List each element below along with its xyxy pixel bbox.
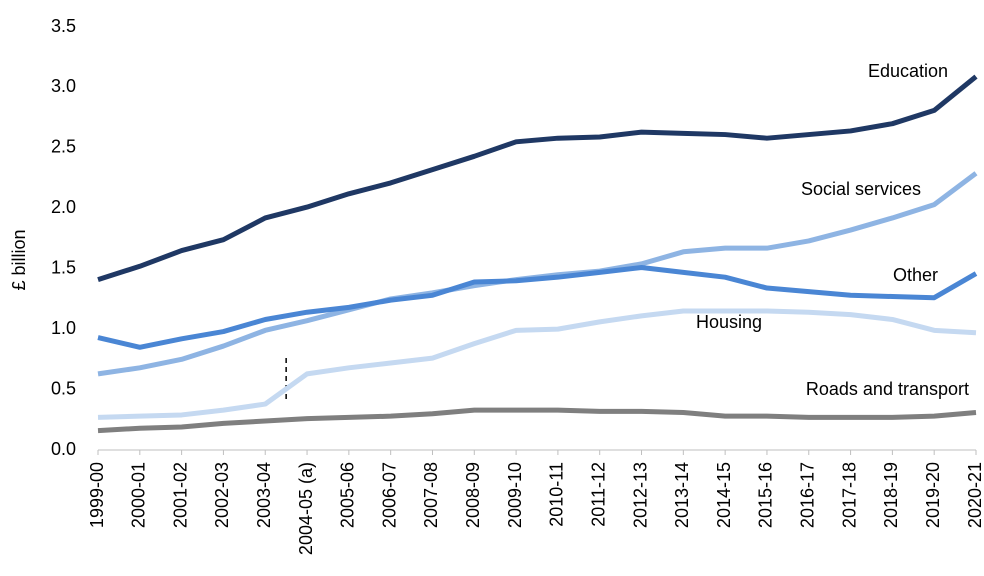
x-tick-label: 1999-00 [87,462,107,528]
x-tick-label: 2014-15 [714,462,734,528]
y-tick-label: 1.5 [51,257,76,277]
line-series [97,407,977,434]
line-series [97,74,978,282]
x-tick-label: 2018-19 [881,462,901,528]
x-tick-label: 2019-20 [923,462,943,528]
x-tick-label: 2006-07 [379,462,399,528]
x-tick-label: 2005-06 [338,462,358,528]
x-tick-label: 2004-05 (a) [296,462,316,555]
x-tick-label: 2007-08 [421,462,441,528]
x-tick-label: 2017-18 [839,462,859,528]
series-label: Social services [801,179,921,199]
x-tick-label: 2015-16 [756,462,776,528]
x-tick-label: 2016-17 [798,462,818,528]
y-tick-label: 2.5 [51,137,76,157]
x-tick-label: 2012-13 [630,462,650,528]
line-series [97,265,978,350]
series-label: Roads and transport [806,379,969,399]
x-tick-label: 2009-10 [505,462,525,528]
x-tick-label: 2003-04 [254,462,274,528]
y-tick-label: 0.5 [51,378,76,398]
x-tick-label: 2010-11 [547,462,567,527]
y-tick-label: 0.0 [51,439,76,459]
x-tick-label: 2000-01 [129,462,149,528]
x-tick-label: 2013-14 [672,462,692,528]
line-series [97,308,977,420]
line-series [97,171,978,377]
series-label: Education [868,61,948,81]
series-label: Other [893,265,938,285]
y-axis-label: £ billion [9,229,29,290]
x-tick-label: 2011-12 [588,462,608,527]
x-tick-label: 2002-03 [212,462,232,528]
x-tick-label: 2008-09 [463,462,483,528]
y-tick-label: 3.5 [51,16,76,36]
x-tick-label: 2001-02 [170,462,190,528]
y-tick-label: 1.0 [51,318,76,338]
series-label: Housing [696,312,762,332]
y-tick-label: 2.0 [51,197,76,217]
x-tick-label: 2020-21 [965,462,984,528]
y-tick-label: 3.0 [51,76,76,96]
